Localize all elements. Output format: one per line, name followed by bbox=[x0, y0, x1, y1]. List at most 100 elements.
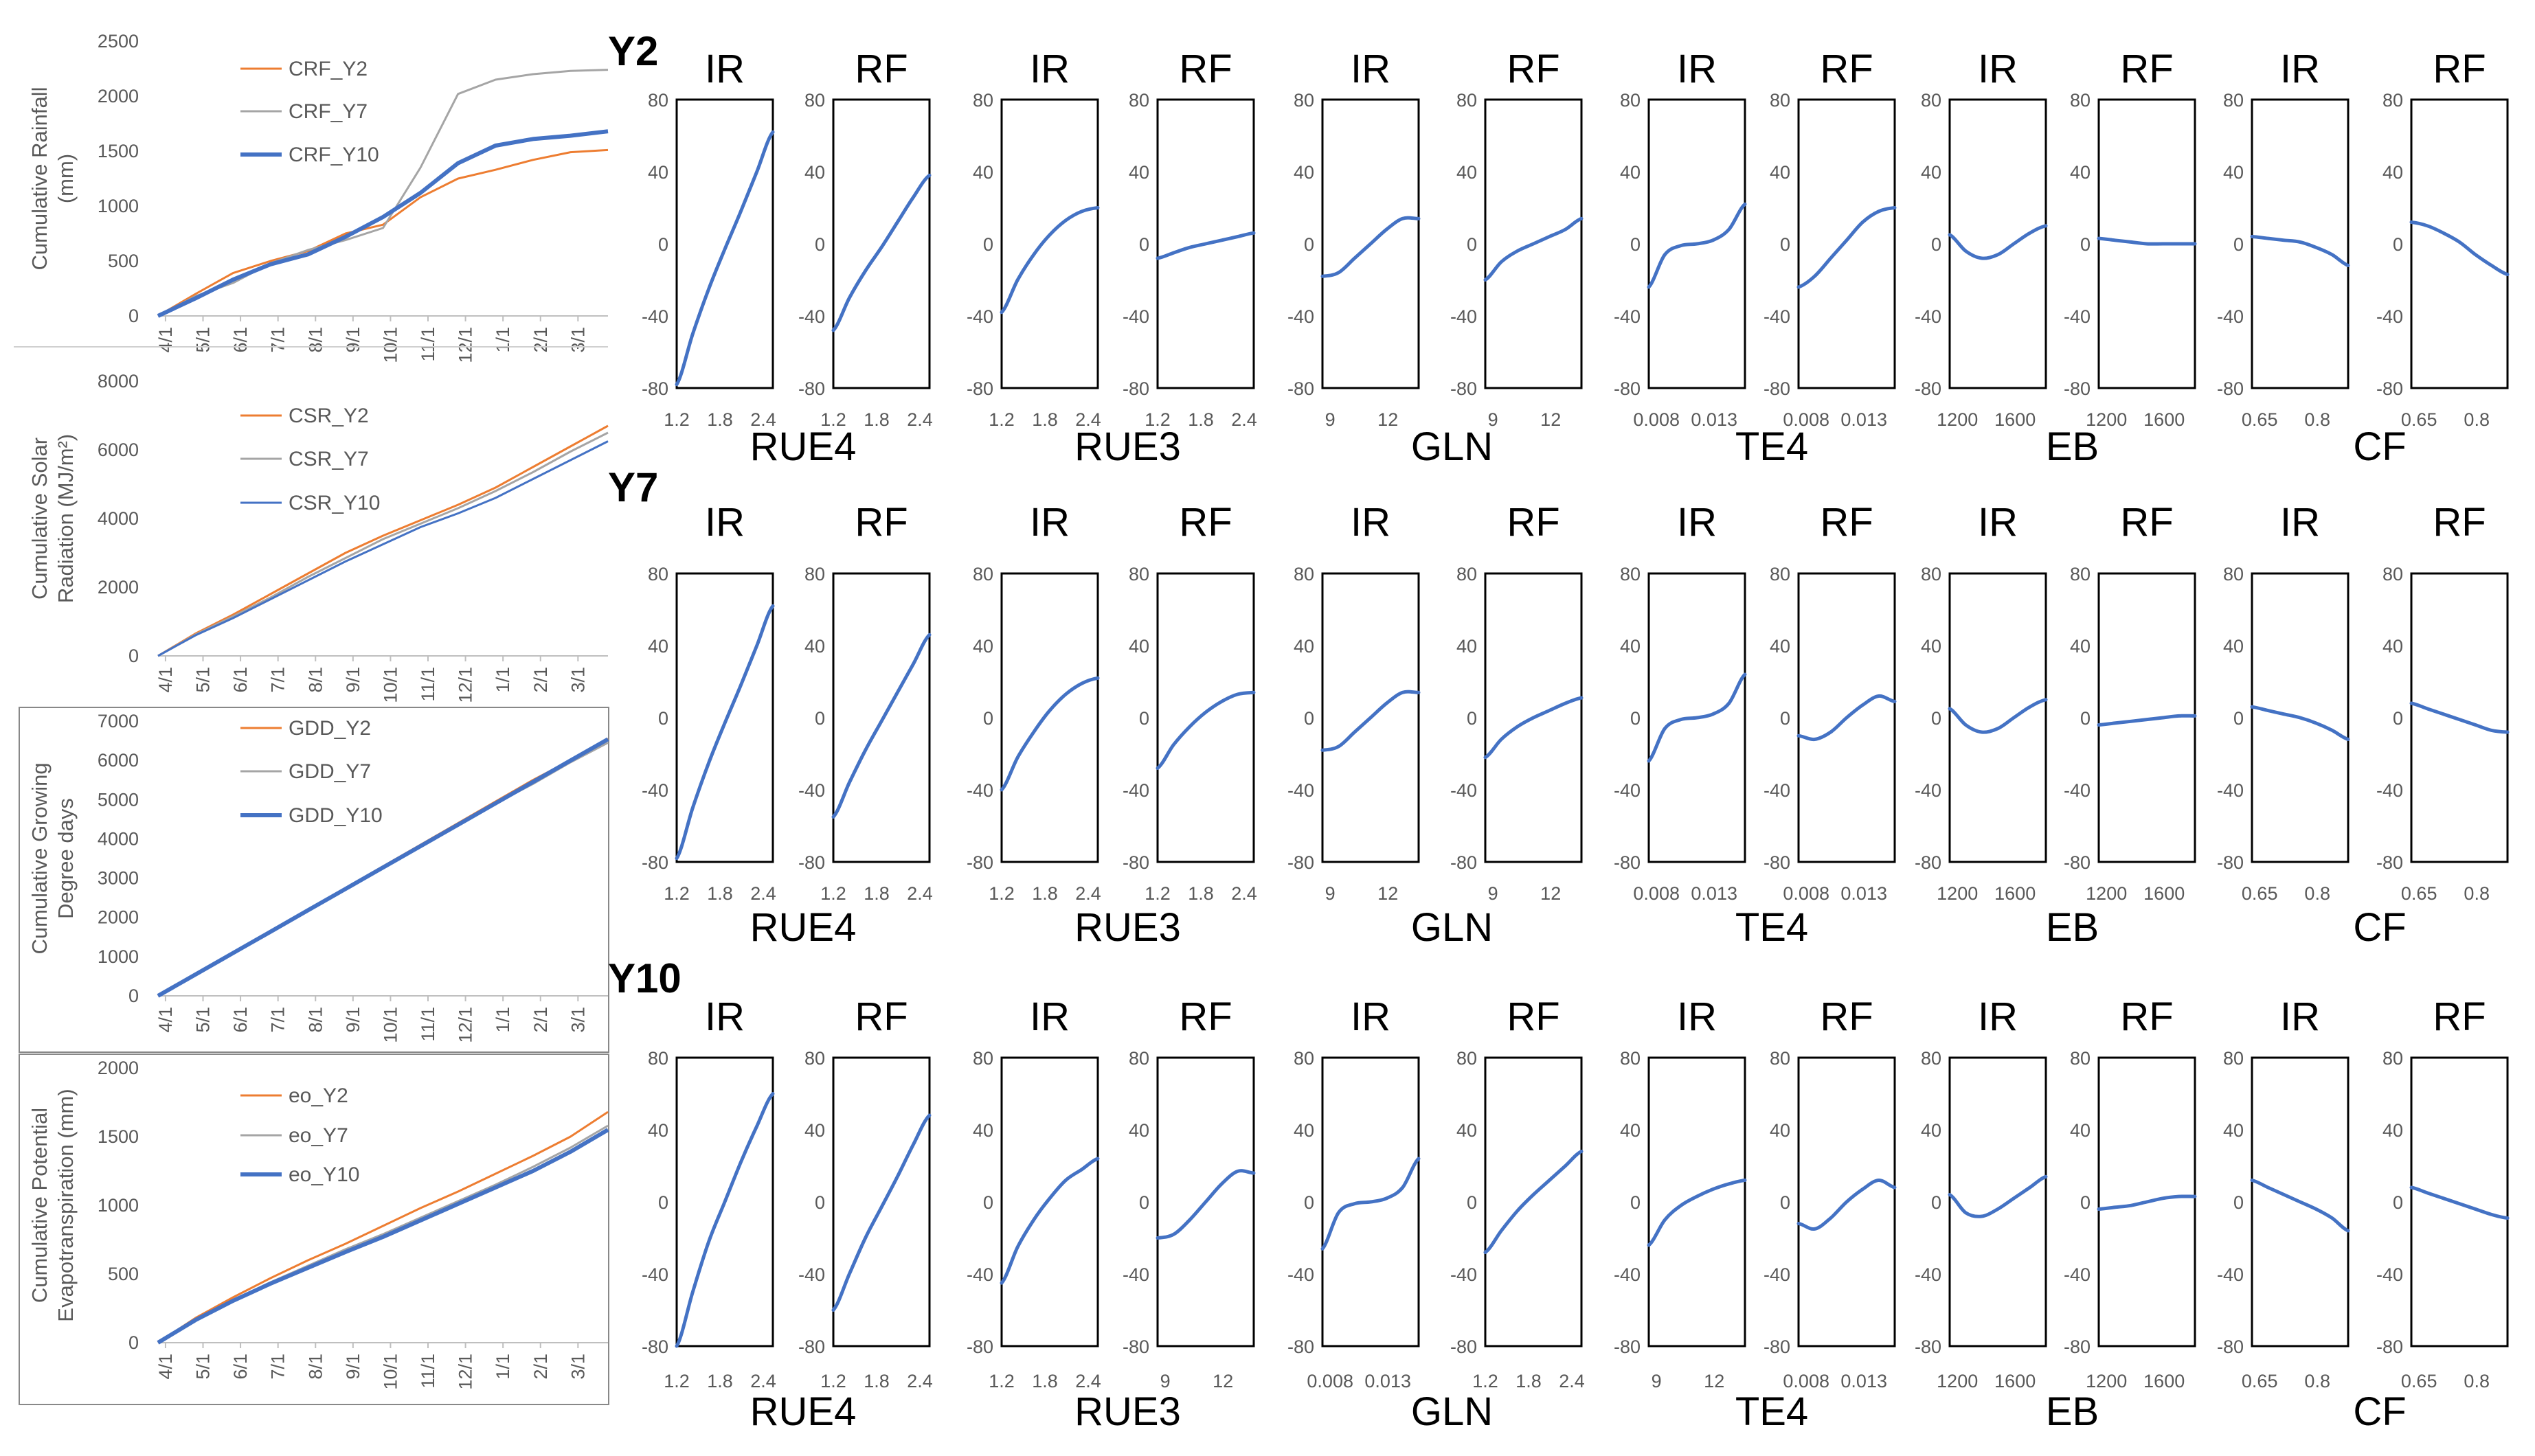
y-tick-label: 40 bbox=[1294, 1120, 1314, 1141]
legend-label: CRF_Y10 bbox=[289, 144, 379, 166]
x-tick-label: 1600 bbox=[2143, 1371, 2185, 1391]
panel-frame bbox=[1948, 1056, 2047, 1347]
x-tick-label: 12/1 bbox=[455, 1354, 476, 1390]
response-curve bbox=[1156, 1169, 1256, 1240]
y-tick-label: 40 bbox=[1456, 636, 1477, 657]
y-tick-label: 80 bbox=[973, 90, 993, 111]
series-line-CRF_Y7 bbox=[157, 69, 609, 317]
x-tick-label: 7/1 bbox=[268, 1354, 289, 1380]
response-curve bbox=[2250, 235, 2350, 267]
y-tick-label: -80 bbox=[1915, 378, 1941, 399]
x-tick-label: 0.65 bbox=[2242, 409, 2278, 430]
x-tick-label: 10/1 bbox=[380, 1354, 401, 1390]
x-tick-label: 9 bbox=[1160, 1371, 1171, 1391]
x-tick-label: 0.8 bbox=[2304, 883, 2330, 904]
y-tick-label: 40 bbox=[648, 162, 668, 183]
y-tick-label: 0 bbox=[2233, 708, 2244, 729]
legend-label: CSR_Y7 bbox=[289, 448, 369, 470]
x-tick-label: 2.4 bbox=[1075, 409, 1101, 430]
y-tick-label: 500 bbox=[108, 251, 139, 271]
y-tick-label: 0 bbox=[2393, 708, 2403, 729]
y-tick-label: 0 bbox=[1931, 234, 1941, 255]
panel-title: RF bbox=[1179, 994, 1232, 1039]
panel-title: IR bbox=[1351, 47, 1390, 91]
panel-Y10-TE4-IR: IR 80 40 0 -40 -80 9 12 bbox=[1614, 994, 1747, 1391]
y-tick-label: 80 bbox=[648, 564, 668, 584]
y-tick-label: -80 bbox=[2376, 378, 2403, 399]
panel-frame bbox=[1797, 98, 1896, 389]
rainfall-chart: 0 500 1000 1500 2000 2500 4/1 5/1 6/1 7/1 8/1 9/1 10… bbox=[27, 31, 609, 363]
y-tick-label: 0 bbox=[983, 234, 993, 255]
parameter-label: EB bbox=[2046, 424, 2099, 469]
x-tick-label: 12 bbox=[1377, 409, 1398, 430]
panel-title: RF bbox=[1820, 994, 1873, 1039]
panel-Y2-RUE4-RF: RF 80 40 0 -40 -80 1.2 1.8 2.4 bbox=[798, 47, 933, 430]
panel-title: RF bbox=[2433, 500, 2486, 545]
y-tick-label: 4000 bbox=[98, 828, 139, 849]
y-tick-label: 80 bbox=[1129, 90, 1149, 111]
legend-label: GDD_Y10 bbox=[289, 804, 383, 827]
panel-title: IR bbox=[2280, 47, 2320, 91]
y-tick-label: 0 bbox=[1467, 708, 1477, 729]
response-curve bbox=[2409, 220, 2510, 277]
parameter-label: TE4 bbox=[1735, 424, 1808, 469]
y-tick-label: -80 bbox=[1123, 378, 1149, 399]
gdd-chart: 0 1000 2000 3000 4000 5000 6000 7000 4/1 5/1 6/1 7/… bbox=[19, 707, 609, 1053]
x-tick-label: 0.65 bbox=[2401, 409, 2437, 430]
series-line-CSR_Y2 bbox=[157, 424, 609, 657]
y-tick-label: -40 bbox=[1450, 780, 1477, 801]
x-tick-label: 0.013 bbox=[1840, 883, 1887, 904]
response-curve bbox=[2097, 714, 2197, 727]
parameter-label: GLN bbox=[1411, 905, 1493, 950]
series-line-eo_Y2 bbox=[157, 1111, 609, 1344]
response-curve bbox=[1948, 1174, 2048, 1218]
x-tick-label: 6/1 bbox=[230, 667, 251, 693]
y-tick-label: 1500 bbox=[98, 1126, 139, 1147]
y-tick-label: -40 bbox=[1764, 780, 1790, 801]
x-tick-label: 2.4 bbox=[907, 1371, 933, 1391]
x-tick-label: 8/1 bbox=[305, 1354, 326, 1380]
row-label: Y2 bbox=[608, 28, 658, 74]
x-tick-label: 2.4 bbox=[750, 1371, 776, 1391]
legend-label: eo_Y7 bbox=[289, 1124, 348, 1147]
parameter-label: RUE4 bbox=[750, 905, 857, 950]
panel-Y10-CF-IR: IR 80 40 0 -40 -80 0.65 0.8 bbox=[2217, 994, 2350, 1391]
x-tick-label: 5/1 bbox=[193, 667, 214, 693]
response-curve bbox=[1000, 676, 1100, 792]
parameter-label: RUE3 bbox=[1074, 424, 1181, 469]
y-tick-label: 40 bbox=[1921, 636, 1941, 657]
parameter-label: EB bbox=[2046, 905, 2099, 950]
panel-title: RF bbox=[1507, 47, 1559, 91]
x-tick-label: 1.8 bbox=[1032, 1371, 1058, 1391]
y-tick-label: -40 bbox=[2217, 1264, 2244, 1285]
x-tick-label: 1200 bbox=[2086, 883, 2127, 904]
panel-frame bbox=[2097, 572, 2196, 863]
y-tick-label: -40 bbox=[1287, 1264, 1314, 1285]
response-curve bbox=[1796, 694, 1897, 742]
x-tick-label: 1.8 bbox=[707, 1371, 733, 1391]
series-line-CSR_Y7 bbox=[157, 431, 609, 657]
y-tick-label: -80 bbox=[642, 852, 668, 873]
panel-title: RF bbox=[2120, 500, 2173, 545]
x-tick-label: 1.2 bbox=[989, 1371, 1015, 1391]
sensitivity-row-Y7: Y7 IR 80 40 0 -40 -80 1.2 1.8 2.4 RF 80 40 0 -40 -80 1.2… bbox=[608, 464, 2510, 950]
y-tick-label: -80 bbox=[1764, 378, 1790, 399]
panel-title: IR bbox=[705, 994, 745, 1039]
response-curve bbox=[1647, 202, 1747, 289]
response-curve bbox=[1000, 206, 1100, 315]
parameter-label: CF bbox=[2353, 1389, 2406, 1434]
x-tick-label: 0.65 bbox=[2401, 883, 2437, 904]
y-tick-label: -80 bbox=[2217, 378, 2244, 399]
y-tick-label: 80 bbox=[1620, 564, 1641, 584]
y-tick-label: -40 bbox=[2376, 1264, 2403, 1285]
response-curve bbox=[1483, 216, 1584, 282]
x-tick-label: 2.4 bbox=[1231, 409, 1257, 430]
x-tick-label: 1/1 bbox=[493, 327, 513, 353]
y-tick-label: 80 bbox=[804, 90, 825, 111]
x-tick-label: 0.8 bbox=[2304, 1371, 2330, 1391]
y-tick-label: 40 bbox=[2223, 1120, 2244, 1141]
panel-title: IR bbox=[2280, 500, 2320, 545]
y-tick-label: 40 bbox=[973, 1120, 993, 1141]
y-tick-label: 0 bbox=[2393, 1192, 2403, 1213]
x-tick-label: 1600 bbox=[1994, 409, 2036, 430]
